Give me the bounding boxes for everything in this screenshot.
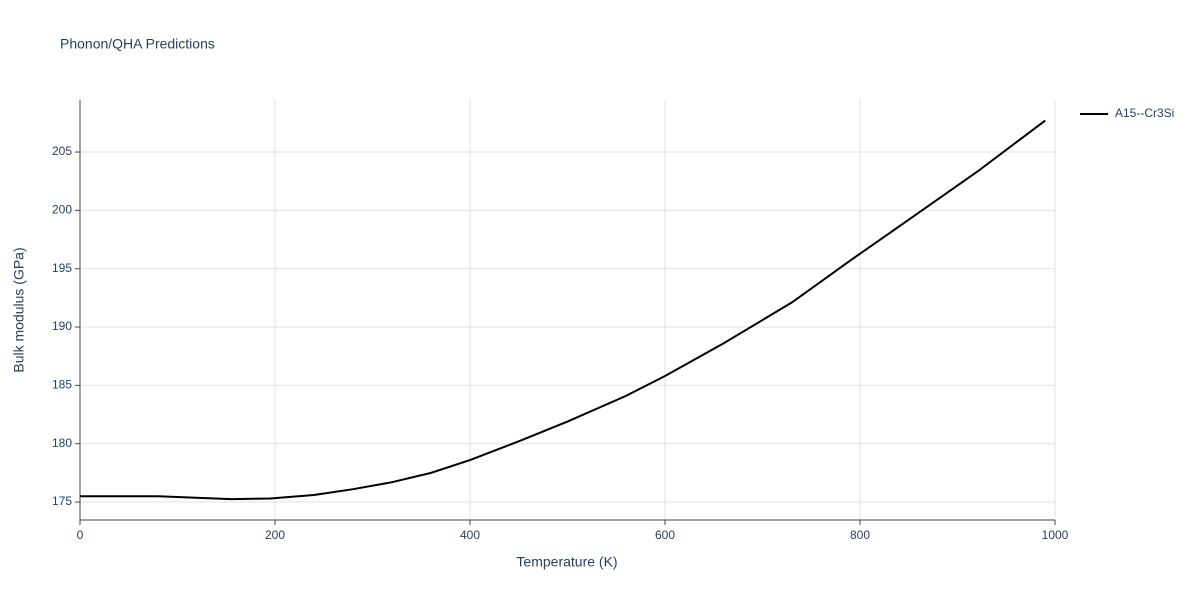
y-tick-label: 185 <box>52 378 72 392</box>
y-tick-label: 175 <box>52 494 72 508</box>
x-tick-label: 600 <box>655 528 675 542</box>
y-tick-label: 205 <box>52 144 72 158</box>
y-tick-label: 190 <box>52 319 72 333</box>
x-tick-label: 800 <box>850 528 870 542</box>
y-tick-label: 195 <box>52 261 72 275</box>
series-line <box>80 119 1046 501</box>
x-tick-label: 200 <box>265 528 285 542</box>
y-axis-label: Bulk modulus (GPa) <box>11 247 27 372</box>
x-tick-label: 0 <box>77 528 84 542</box>
y-tick-label: 200 <box>52 203 72 217</box>
legend-label: A15--Cr3Si <box>1115 106 1174 120</box>
x-tick-label: 1000 <box>1042 528 1069 542</box>
y-tick-label: 180 <box>52 436 72 450</box>
x-tick-label: 400 <box>460 528 480 542</box>
x-axis-label: Temperature (K) <box>516 554 617 570</box>
chart-title: Phonon/QHA Predictions <box>60 36 215 52</box>
